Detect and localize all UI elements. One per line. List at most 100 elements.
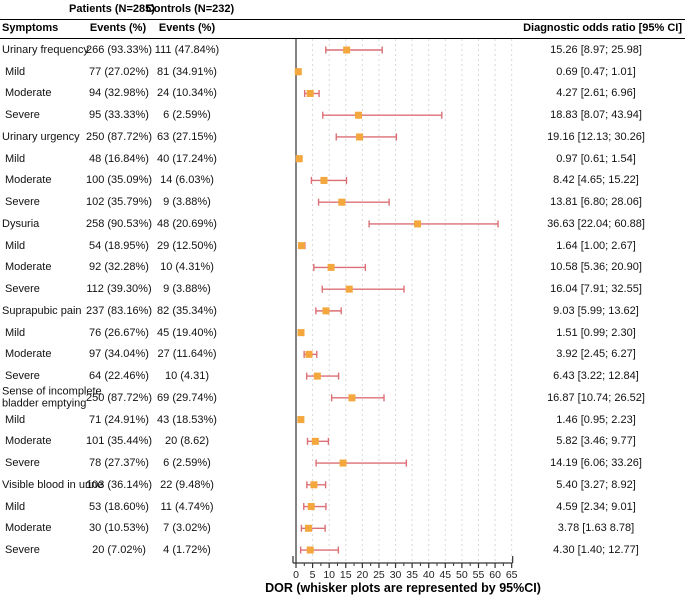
x-tick-label: 20 [357,569,369,581]
x-tick-label: 0 [293,569,299,581]
patients-events-value: 92 (32.28%) [89,261,149,274]
header-divider-top [0,19,685,20]
table-row: Moderate 101 (35.44%) 20 (8.62) 5.82 [3.46;… [0,430,685,452]
table-row: Sense of incomplete bladder emptying 250 … [0,385,685,410]
x-tick-label: 65 [506,569,518,581]
controls-events-value: 6 (2.59%) [163,457,211,470]
table-row: Mild 54 (18.95%) 29 (12.50%) 1.64 [1.00; 2.… [0,235,685,257]
dor-ci-value: 5.82 [3.46; 9.77] [556,435,636,448]
dor-ci-value: 18.83 [8.07; 43.94] [550,109,642,122]
controls-events-value: 4 (1.72%) [163,544,211,557]
dor-ci-value: 16.04 [7.91; 32.55] [550,283,642,296]
table-row: Severe 112 (39.30%) 9 (3.88%) 16.04 [7.91; … [0,278,685,300]
symptom-label: Severe [5,369,40,382]
controls-events-value: 22 (9.48%) [160,478,214,491]
patients-events-value: 20 (7.02%) [92,544,146,557]
dor-ci-value: 15.26 [8.97; 25.98] [550,44,642,56]
x-axis-label: DOR (whisker plots are represented by 95… [265,581,541,595]
table-row: Urinary urgency 250 (87.72%) 63 (27.15%) 19… [0,126,685,148]
patients-events-value: 102 (35.79%) [85,196,153,209]
patients-events-value: 258 (90.53%) [85,217,153,230]
symptom-label: Dysuria [2,217,40,230]
dor-ci-value: 8.42 [4.65; 15.22] [553,174,639,187]
patients-events-value: 250 (87.72%) [85,130,153,143]
table-row: Moderate 100 (35.09%) 14 (6.03%) 8.42 [4.65… [0,169,685,191]
symptom-label: Moderate [5,522,52,535]
controls-events-value: 14 (6.03%) [160,174,214,187]
table-row: Severe 20 (7.02%) 4 (1.72%) 4.30 [1.40; 12.… [0,539,685,561]
patients-events-value: 30 (10.53%) [89,522,149,535]
controls-events-value: 29 (12.50%) [157,239,217,252]
controls-events-value: 43 (18.53%) [157,413,217,426]
symptom-label: Suprapubic pain [2,304,82,317]
dor-ci-value: 1.51 [0.99; 2.30] [556,326,636,339]
x-tick-label: 50 [456,569,468,581]
controls-events-value: 20 (8.62) [164,435,210,448]
header-divider-bottom [0,38,685,39]
table-row: Visible blood in urine 103 (36.14%) 22 (9.… [0,474,685,496]
symptom-label: Severe [5,282,40,295]
symptom-label: Mild [5,500,26,513]
symptom-label: Severe [5,456,40,469]
table-row: Moderate 30 (10.53%) 7 (3.02%) 3.78 [1.63 8… [0,517,685,539]
table-row: Urinary frequency 266 (93.33%) 111 (47.84%… [0,39,685,61]
symptom-label: Urinary urgency [2,130,80,143]
patients-events-value: 76 (26.67%) [89,326,149,339]
dor-ci-value: 36.63 [22.04; 60.88] [547,217,645,230]
patients-events-value: 101 (35.44%) [85,435,153,448]
symptom-label: Sense of incomplete bladder emptying [2,385,102,410]
patients-events-value: 53 (18.60%) [89,500,149,513]
symptom-label: Moderate [5,435,52,448]
dor-ci-value: 4.27 [2.61; 6.96] [556,87,636,100]
dor-ci-value: 5.40 [3.27; 8.92] [556,478,636,491]
symptom-label: Mild [5,413,26,426]
dor-ci-value: 19.16 [12.13; 30.26] [547,130,645,143]
patients-events-value: 250 (87.72%) [85,391,153,404]
symptom-label: Severe [5,195,40,208]
table-row: Mild 53 (18.60%) 11 (4.74%) 4.59 [2.34; 9.0… [0,496,685,518]
x-tick-label: 55 [473,569,485,581]
table-row: Moderate 92 (32.28%) 10 (4.31%) 10.58 [5.36… [0,256,685,278]
x-tick-label: 25 [373,569,385,581]
dor-ci-value: 4.30 [1.40; 12.77] [553,544,639,557]
controls-events-value: 111 (47.84%) [154,44,220,56]
controls-events-value: 63 (27.15%) [157,130,217,143]
x-tick-label: 10 [323,569,335,581]
symptom-label: Moderate [5,261,52,274]
table-row: Mild 71 (24.91%) 43 (18.53%) 1.46 [0.95; 2.… [0,409,685,431]
table-row: Mild 77 (27.02%) 81 (34.91%) 0.69 [0.47; 1.… [0,61,685,83]
dor-ci-value: 14.19 [6.06; 33.26] [550,457,642,470]
x-tick-label: 60 [489,569,501,581]
column-header-controls-events: Events (%) [158,22,216,34]
dor-ci-value: 3.78 [1.63 8.78] [557,522,635,535]
table-row: Severe 78 (27.37%) 6 (2.59%) 14.19 [6.06; 3… [0,452,685,474]
controls-events-value: 10 (4.31%) [160,261,214,274]
symptom-label: Mild [5,239,26,252]
controls-events-value: 81 (34.91%) [157,65,217,78]
dor-ci-value: 10.58 [5.36; 20.90] [550,261,642,274]
dor-ci-value: 9.03 [5.99; 13.62] [553,304,639,317]
patients-events-value: 95 (33.33%) [89,109,149,122]
patients-events-value: 103 (36.14%) [85,478,153,491]
table-row: Moderate 97 (34.04%) 27 (11.64%) 3.92 [2.45… [0,343,685,365]
patients-events-value: 71 (24.91%) [89,413,149,426]
controls-events-value: 82 (35.34%) [157,304,217,317]
controls-events-value: 9 (3.88%) [163,196,211,209]
patients-events-value: 64 (22.46%) [89,370,149,383]
controls-events-value: 69 (29.74%) [157,391,217,404]
dor-ci-value: 6.43 [3.22; 12.84] [553,370,639,383]
symptom-label: Mild [5,65,26,78]
patients-events-value: 112 (39.30%) [86,283,152,296]
dor-ci-value: 1.64 [1.00; 2.67] [556,239,636,252]
dor-ci-value: 0.97 [0.61; 1.54] [556,152,636,165]
column-header-patients-events: Events (%) [89,22,147,34]
dor-ci-value: 4.59 [2.34; 9.01] [556,500,636,513]
controls-events-value: 6 (2.59%) [163,109,211,122]
x-tick-label: 45 [439,569,451,581]
x-tick-label: 15 [340,569,352,581]
patients-events-value: 100 (35.09%) [85,174,153,187]
controls-events-value: 24 (10.34%) [157,87,217,100]
x-tick-label: 30 [390,569,402,581]
table-row: Moderate 94 (32.98%) 24 (10.34%) 4.27 [2.61… [0,82,685,104]
